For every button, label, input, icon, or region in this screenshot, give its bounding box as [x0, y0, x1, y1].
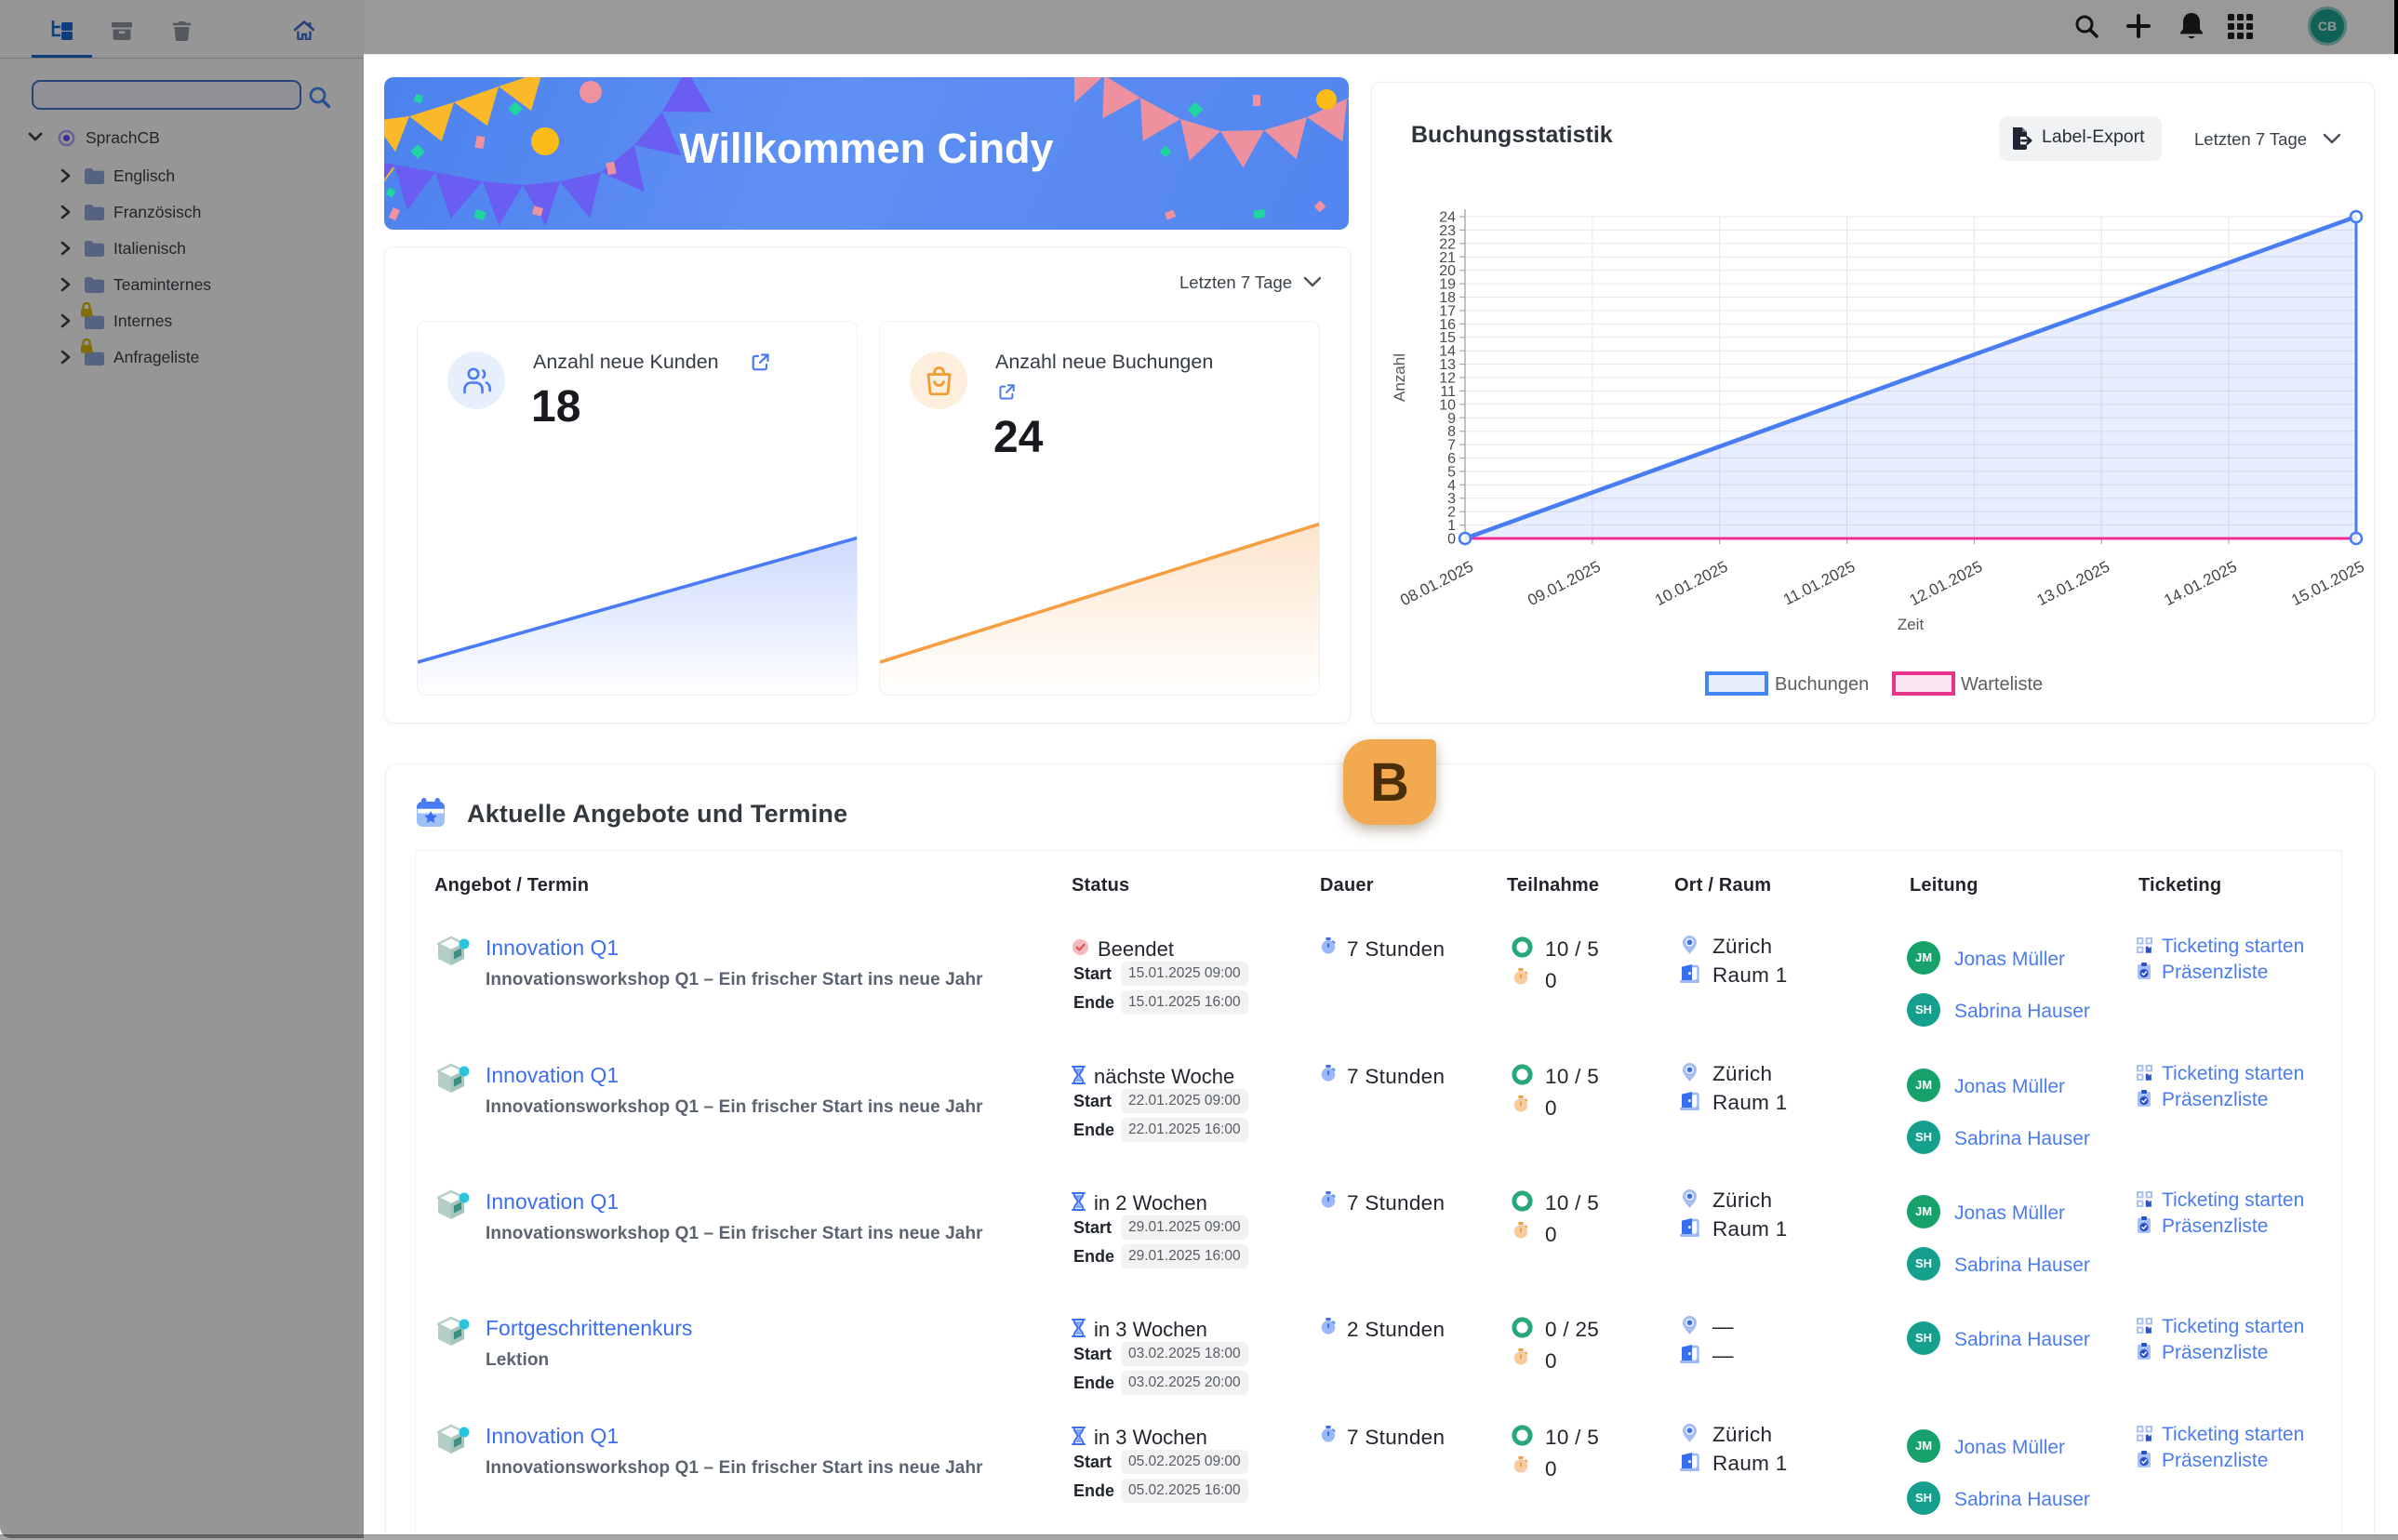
- svg-text:5: 5: [1447, 464, 1456, 480]
- svg-text:4: 4: [1447, 478, 1456, 494]
- svg-text:12.01.2025: 12.01.2025: [1907, 558, 1985, 610]
- svg-text:09.01.2025: 09.01.2025: [1525, 558, 1603, 610]
- svg-text:2: 2: [1447, 505, 1456, 521]
- svg-text:Buchungen: Buchungen: [1775, 674, 1869, 695]
- svg-text:22: 22: [1439, 236, 1456, 252]
- svg-text:9: 9: [1447, 411, 1456, 427]
- svg-text:13: 13: [1439, 357, 1456, 373]
- svg-text:7: 7: [1447, 438, 1456, 454]
- svg-text:8: 8: [1447, 424, 1456, 440]
- svg-text:16: 16: [1439, 317, 1456, 333]
- svg-text:12: 12: [1439, 371, 1456, 387]
- svg-text:11.01.2025: 11.01.2025: [1780, 558, 1858, 609]
- svg-text:21: 21: [1439, 250, 1456, 266]
- svg-text:17: 17: [1439, 303, 1456, 319]
- svg-text:10: 10: [1439, 397, 1456, 413]
- svg-text:1: 1: [1447, 518, 1456, 534]
- svg-text:13.01.2025: 13.01.2025: [2034, 558, 2112, 610]
- svg-text:15.01.2025: 15.01.2025: [2288, 558, 2366, 610]
- svg-text:0: 0: [1447, 532, 1456, 548]
- svg-text:15: 15: [1439, 330, 1456, 346]
- svg-text:14.01.2025: 14.01.2025: [2161, 558, 2239, 610]
- svg-text:23: 23: [1439, 223, 1456, 239]
- svg-text:14: 14: [1439, 344, 1456, 360]
- svg-text:Anzahl: Anzahl: [1391, 353, 1408, 402]
- svg-text:6: 6: [1447, 451, 1456, 467]
- svg-text:11: 11: [1440, 384, 1456, 400]
- svg-text:3: 3: [1447, 491, 1456, 507]
- svg-text:18: 18: [1439, 290, 1456, 306]
- svg-text:24: 24: [1439, 210, 1456, 226]
- svg-text:10.01.2025: 10.01.2025: [1652, 558, 1730, 610]
- svg-text:20: 20: [1439, 263, 1456, 279]
- svg-text:08.01.2025: 08.01.2025: [1397, 558, 1475, 610]
- svg-text:Zeit: Zeit: [1898, 616, 1925, 633]
- svg-text:Warteliste: Warteliste: [1961, 674, 2043, 695]
- svg-text:19: 19: [1439, 277, 1456, 293]
